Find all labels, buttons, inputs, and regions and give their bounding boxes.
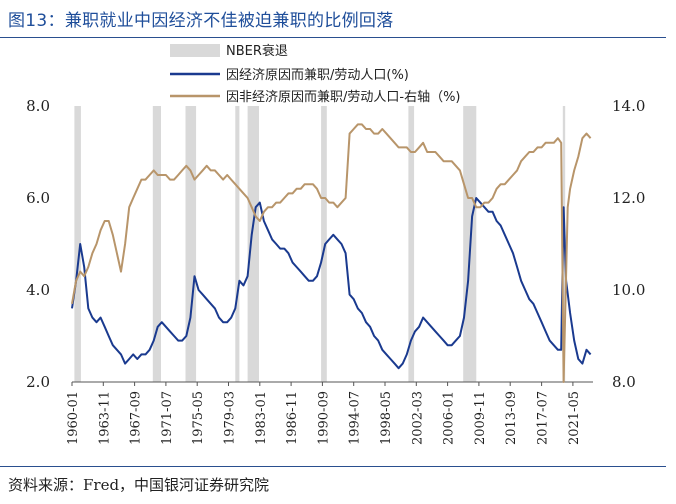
x-tick-label: 2002-03 [410,391,425,445]
x-tick-label: 1994-07 [348,391,363,445]
y-left-tick-label: 4.0 [26,281,50,299]
y-left-tick-label: 6.0 [26,189,50,207]
recession-band [235,106,240,382]
x-tick-label: 1967-09 [129,391,144,445]
y-right-tick-label: 12.0 [612,189,645,207]
source-rule [0,466,666,467]
x-tick-label: 2013-09 [504,391,519,445]
x-tick-label: 1986-11 [285,391,300,445]
x-tick-label: 2006-01 [442,391,457,445]
recession-band [321,106,327,382]
legend-label-recession: NBER衰退 [226,43,288,59]
y-left-tick-label: 8.0 [26,97,50,115]
x-tick-label: 2009-11 [473,391,488,445]
x-tick-label: 1990-09 [316,391,331,445]
x-tick-label: 1963-11 [97,391,112,445]
x-tick-label: 1971-07 [160,391,175,445]
y-right-tick-label: 14.0 [612,97,645,115]
recession-band [247,106,259,382]
recession-band [408,106,415,382]
y-right-tick-label: 8.0 [612,373,636,391]
x-tick-label: 2021-05 [567,391,582,445]
source-note: 资料来源：Fred，中国银河证券研究院 [8,476,270,494]
title-rule [0,37,666,38]
legend-swatch-recession [170,44,220,57]
series-lines [71,123,592,383]
recession-band [185,106,197,382]
x-tick-label: 1979-03 [223,391,238,445]
x-tick-label: 1975-05 [191,391,206,445]
y-axis-left-ticks: 2.0 4.0 6.0 8.0 [26,97,50,391]
recession-band [74,106,81,382]
series-line-economic [71,197,592,370]
y-axis-right-ticks: 8.0 10.0 12.0 14.0 [612,97,645,391]
y-right-tick-label: 10.0 [612,281,645,299]
series-line-non-economic [71,123,592,383]
x-tick-label: 1960-01 [66,391,81,445]
x-axis-ticks: 1960-01 1963-11 1967-09 1971-07 1975-05 1979-… [66,382,582,445]
chart-title: 图13：兼职就业中因经济不佳被迫兼职的比例回落 [8,11,394,31]
y-left-tick-label: 2.0 [26,373,50,391]
x-tick-label: 1983-01 [254,391,269,445]
legend-label-non-economic: 因非经济原因而兼职/劳动人口-右轴（%) [226,89,461,105]
recession-bands [74,106,566,382]
legend-label-economic: 因经济原因而兼职/劳动人口(%) [226,67,409,83]
legend: NBER衰退 因经济原因而兼职/劳动人口(%) 因非经济原因而兼职/劳动人口-右… [170,43,461,105]
chart-area: 2.0 4.0 6.0 8.0 8.0 10.0 12.0 14.0 1960-01 1963… [26,43,645,445]
recession-band [152,106,161,382]
x-tick-label: 2017-07 [536,391,551,445]
x-tick-label: 1998-05 [379,391,394,445]
